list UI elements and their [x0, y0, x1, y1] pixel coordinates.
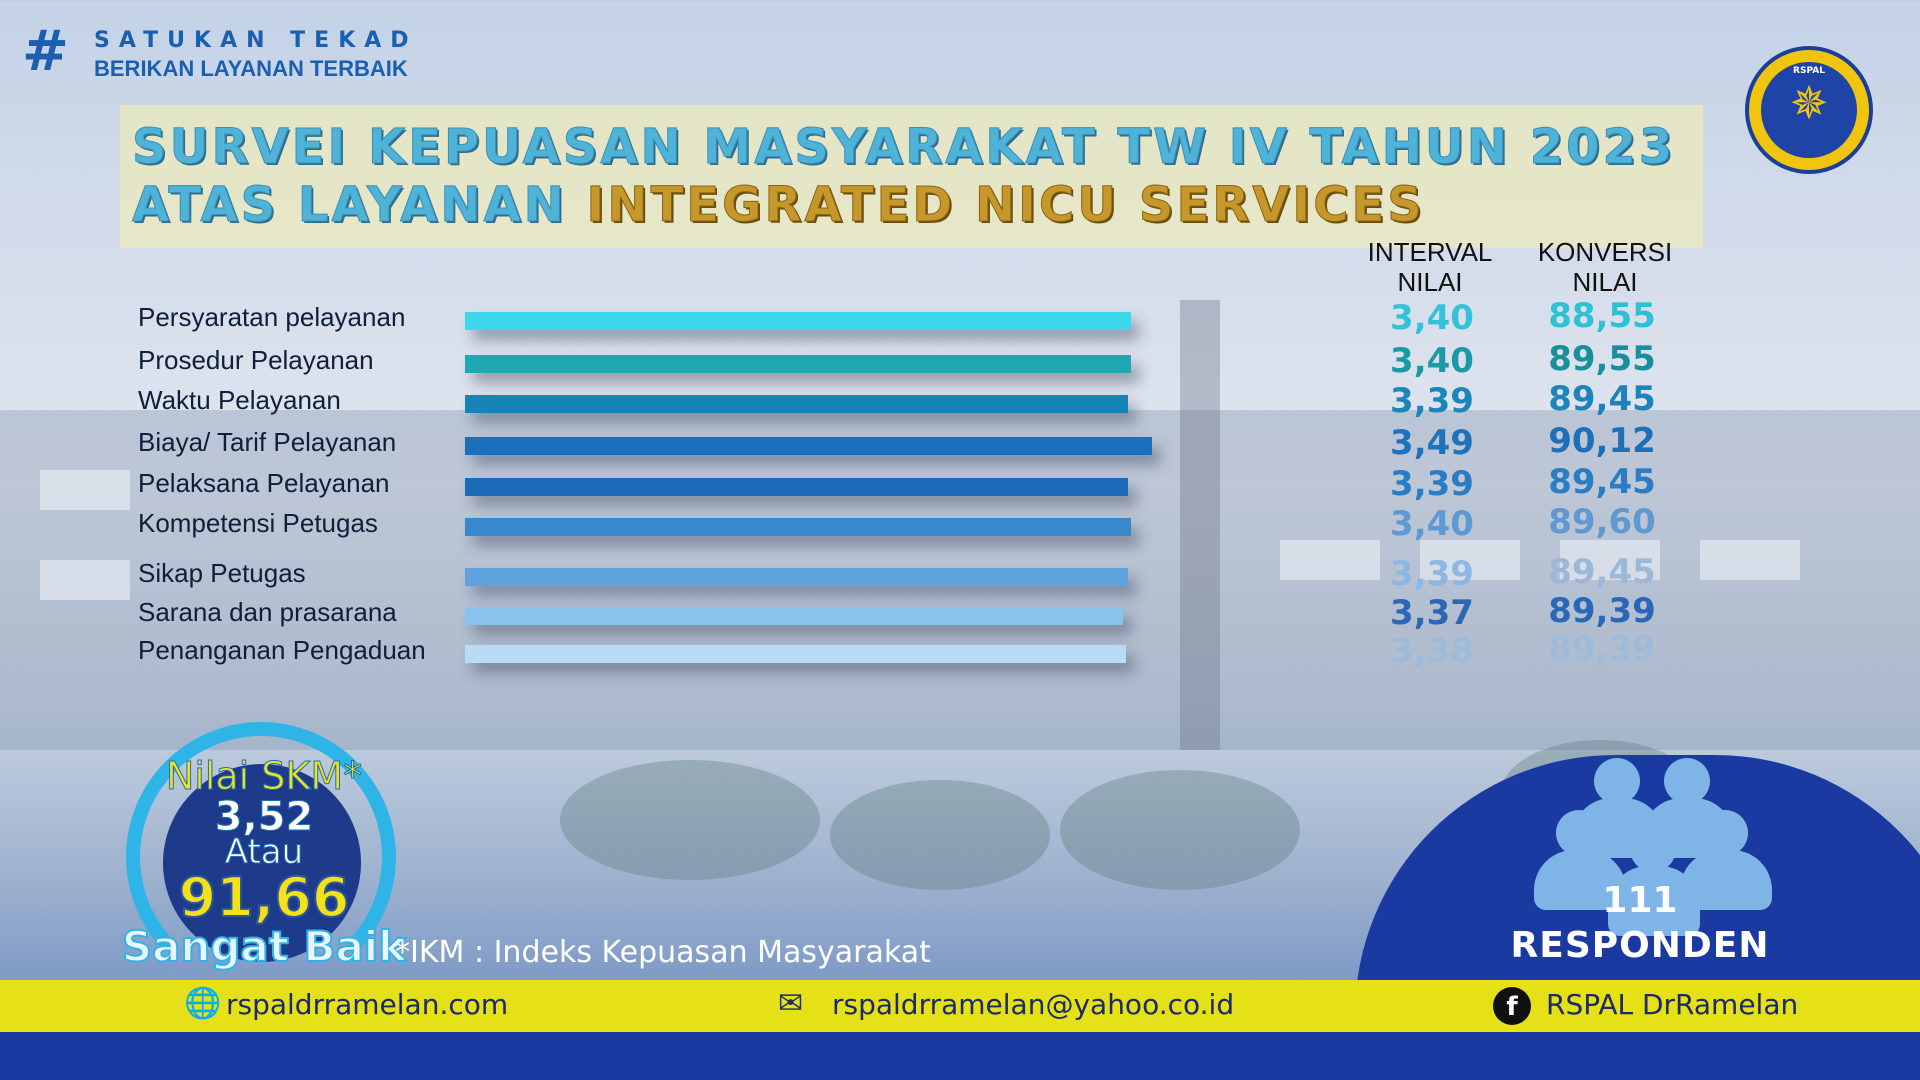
category-label: Persyaratan pelayanan [138, 302, 406, 332]
title-banner: SURVEI KEPUASAN MASYARAKAT TW IV TAHUN 2… [120, 105, 1703, 248]
title-line1: SURVEI KEPUASAN MASYARAKAT TW IV TAHUN 2… [131, 119, 1676, 176]
skm-score: 3,52 [214, 794, 314, 841]
bar [465, 395, 1128, 413]
skm-category: Sangat Baik [121, 921, 407, 972]
interval-value-label: 3,37 [1390, 593, 1474, 633]
bar [465, 312, 1131, 330]
interval-value-label: 3,39 [1390, 464, 1474, 504]
header-interval-line1: INTERVAL [1367, 237, 1493, 267]
konversi-value-label: 89,39 [1548, 629, 1656, 669]
hashtag-icon: # [22, 19, 69, 84]
interval-value-label: 3,38 [1390, 631, 1474, 671]
globe-icon: 🌐 [184, 987, 222, 1020]
skm-score-badge: Nilai SKM* 3,52 Atau 91,66 Sangat Baik [118, 722, 410, 992]
bar [465, 607, 1123, 625]
website-link[interactable]: rspaldrramelan.com [226, 988, 509, 1021]
header-interval-line2: NILAI [1397, 267, 1463, 297]
konversi-value-label: 89,45 [1548, 552, 1656, 592]
konversi-value-label: 89,60 [1548, 502, 1656, 542]
logo-emblem: RSPAL ✵ [1761, 62, 1857, 158]
category-label: Waktu Pelayanan [138, 385, 341, 415]
interval-value-label: 3,39 [1390, 554, 1474, 594]
ikm-footnote: *IKM : Indeks Kepuasan Masyarakat [395, 935, 931, 970]
contact-footer: 🌐 rspaldrramelan.com ✉ rspaldrramelan@ya… [0, 980, 1920, 1032]
konversi-value-label: 89,45 [1548, 379, 1656, 419]
title-line2-prefix: ATAS LAYANAN [132, 177, 587, 234]
konversi-value-label: 90,12 [1548, 421, 1656, 461]
konversi-value-label: 89,39 [1548, 591, 1656, 631]
skm-disc [163, 764, 361, 962]
konversi-value-label: 89,55 [1548, 339, 1656, 379]
interval-value-label: 3,40 [1390, 341, 1474, 381]
interval-value-label: 3,40 [1390, 504, 1474, 544]
rspal-logo: RSPAL ✵ [1745, 46, 1873, 174]
header-interval-nilai: INTERVAL NILAI [1360, 237, 1500, 297]
mail-icon: ✉ [778, 987, 804, 1020]
respondent-count: 111 [1602, 880, 1678, 921]
facebook-icon: f [1493, 987, 1531, 1025]
title-line2: ATAS LAYANAN INTEGRATED NICU SERVICES [132, 177, 1425, 234]
bar [465, 568, 1128, 586]
skm-title: Nilai SKM* [165, 754, 363, 799]
header-konversi-line2: NILAI [1572, 267, 1638, 297]
interval-value-label: 3,40 [1390, 298, 1474, 338]
konversi-value-label: 89,45 [1548, 462, 1656, 502]
email-link[interactable]: rspaldrramelan@yahoo.co.id [832, 988, 1235, 1021]
category-label: Kompetensi Petugas [138, 508, 378, 538]
anchor-star-icon: ✵ [1789, 77, 1829, 129]
bar [465, 478, 1128, 496]
tagline-line2: BERIKAN LAYANAN TERBAIK [94, 56, 408, 81]
skm-or: Atau [224, 832, 304, 873]
footer-bottom-strip [0, 1032, 1920, 1080]
category-label: Prosedur Pelayanan [138, 345, 374, 375]
facebook-link[interactable]: RSPAL DrRamelan [1546, 988, 1799, 1021]
title-service-name: INTEGRATED NICU SERVICES [586, 177, 1425, 234]
category-label: Sarana dan prasarana [138, 597, 397, 627]
interval-value-label: 3,39 [1390, 381, 1474, 421]
bar [465, 355, 1131, 373]
logo-text: RSPAL [1793, 66, 1825, 76]
bar [465, 437, 1152, 455]
category-label: Pelaksana Pelayanan [138, 468, 390, 498]
skm-index: 91,66 [178, 865, 351, 930]
category-label: Biaya/ Tarif Pelayanan [138, 427, 397, 457]
bar [465, 645, 1126, 663]
interval-value-label: 3,49 [1390, 423, 1474, 463]
category-label: Sikap Petugas [138, 558, 306, 588]
category-label: Penanganan Pengaduan [138, 635, 426, 665]
respondent-label: RESPONDEN [1510, 925, 1770, 966]
tagline-line1: SATUKAN TEKAD [94, 28, 418, 53]
header-konversi-nilai: KONVERSI NILAI [1530, 237, 1680, 297]
konversi-value-label: 88,55 [1548, 296, 1656, 336]
bar [465, 518, 1131, 536]
header-konversi-line1: KONVERSI [1537, 237, 1673, 267]
